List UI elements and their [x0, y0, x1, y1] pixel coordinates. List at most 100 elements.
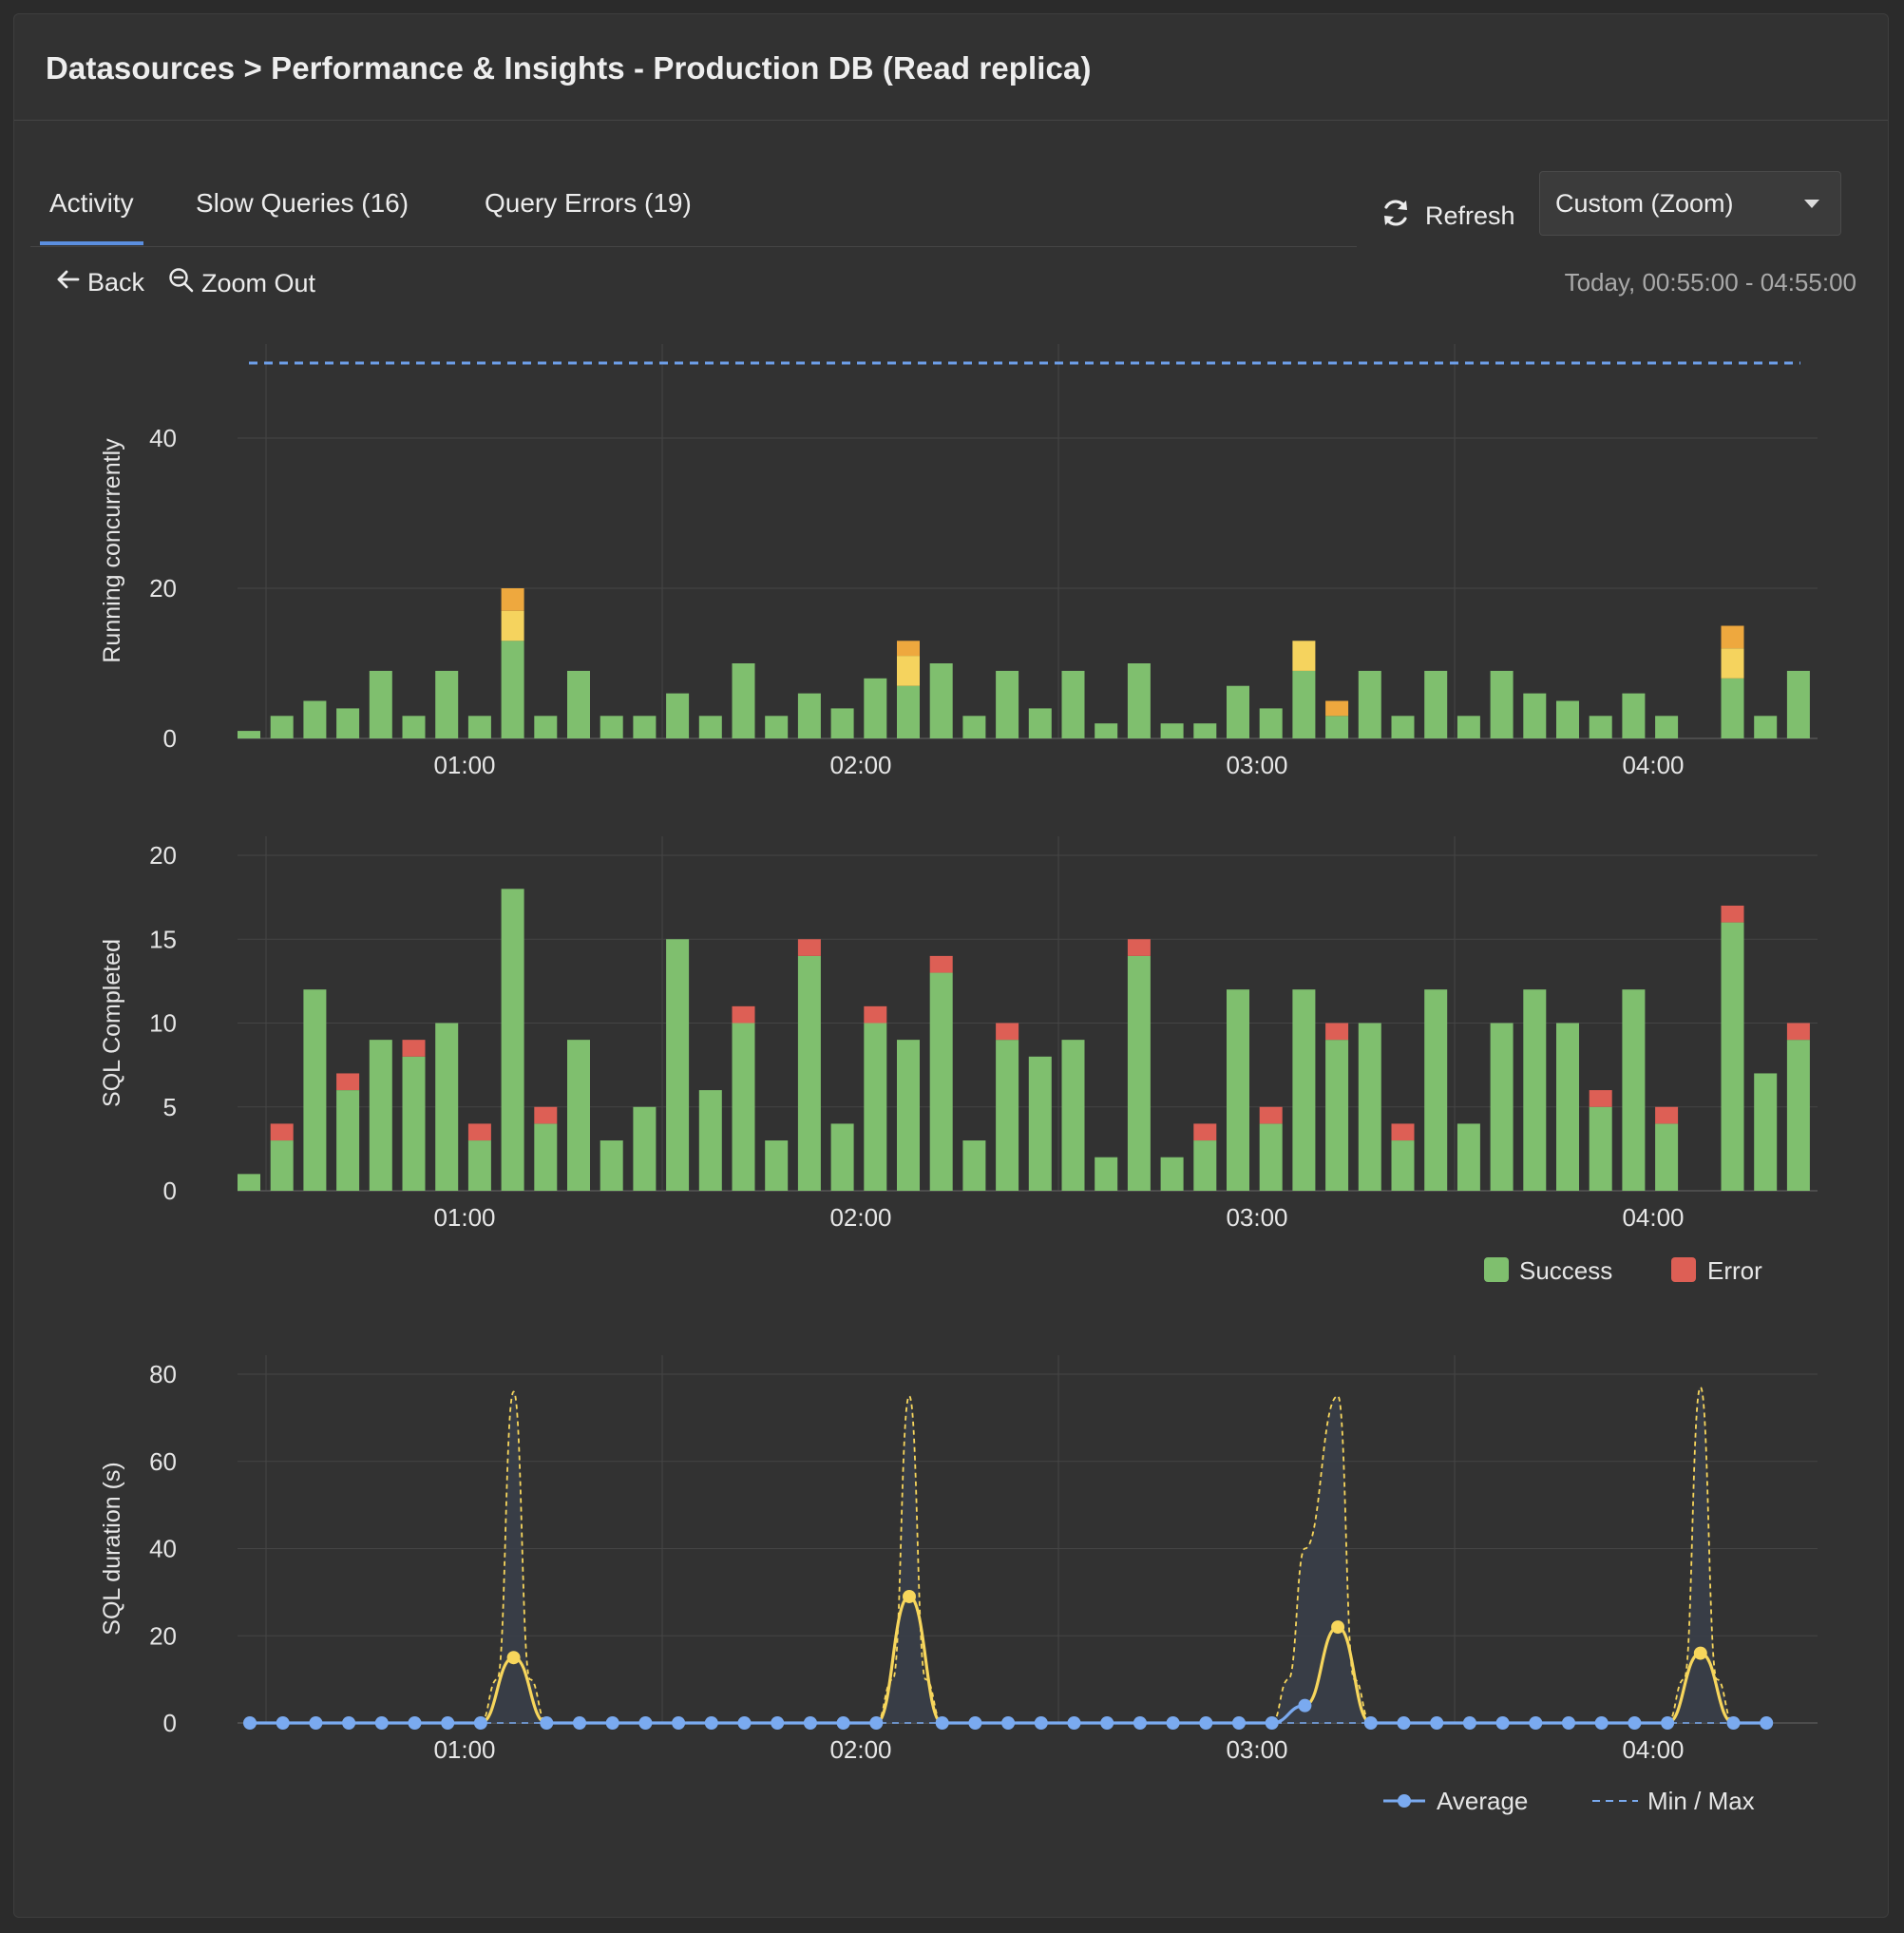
y-axis-label: SQL Completed [99, 939, 125, 1107]
average-point[interactable] [1628, 1716, 1642, 1730]
average-point[interactable] [1199, 1716, 1213, 1730]
bar-segment [369, 1040, 392, 1191]
sql-completed-chart: 0 5 10 15 20 01:00 02:00 03:00 04:00 SQL Complete… [99, 836, 1818, 1285]
y-tick-label: 80 [149, 1360, 177, 1388]
bar-segment [1292, 670, 1316, 738]
average-point[interactable] [1397, 1716, 1411, 1730]
bar-segment [1325, 1040, 1349, 1191]
average-point[interactable] [935, 1716, 949, 1730]
bar-segment [897, 1040, 920, 1191]
bar-segment [1622, 989, 1646, 1191]
average-point[interactable] [540, 1716, 554, 1730]
x-tick-label: 01:00 [433, 751, 495, 779]
bar-segment [1721, 922, 1744, 1191]
average-point[interactable] [1693, 1646, 1707, 1660]
bar-segment [996, 1023, 1019, 1041]
average-point[interactable] [1462, 1716, 1476, 1730]
average-point[interactable] [1331, 1620, 1345, 1635]
average-point[interactable] [1495, 1716, 1510, 1730]
average-point[interactable] [573, 1716, 586, 1730]
refresh-button[interactable]: Refresh [1380, 182, 1515, 249]
bar-segment [732, 1005, 755, 1024]
back-button[interactable]: Back [55, 266, 144, 299]
average-point[interactable] [473, 1716, 487, 1730]
bar-segment [1358, 1023, 1381, 1191]
average-point[interactable] [903, 1589, 916, 1603]
average-point[interactable] [672, 1716, 686, 1730]
time-range-select[interactable]: Custom (Zoom) [1539, 171, 1841, 236]
average-point[interactable] [1133, 1716, 1147, 1730]
bar-segment [1325, 716, 1349, 738]
average-point[interactable] [1760, 1716, 1774, 1730]
y-tick-label: 20 [149, 574, 177, 603]
average-point[interactable] [737, 1716, 752, 1730]
average-point[interactable] [1265, 1716, 1279, 1730]
average-point[interactable] [1067, 1716, 1081, 1730]
bar-segment [402, 716, 426, 738]
average-point[interactable] [243, 1716, 257, 1730]
bar-segment [1095, 723, 1118, 738]
bar-segment [1556, 700, 1579, 738]
average-point[interactable] [1034, 1716, 1048, 1730]
average-point[interactable] [605, 1716, 619, 1730]
bar-segment [1589, 1106, 1612, 1191]
average-point[interactable] [1594, 1716, 1609, 1730]
average-point[interactable] [869, 1716, 884, 1730]
tab-slow-queries[interactable]: Slow Queries (16) [196, 188, 409, 218]
bar-segment [666, 693, 690, 738]
sql-duration-legend: Average Min / Max [1383, 1787, 1755, 1815]
time-range-select-value: Custom (Zoom) [1555, 188, 1734, 218]
x-tick-label: 02:00 [829, 1203, 891, 1232]
average-point[interactable] [638, 1716, 653, 1730]
bar-segment [1424, 989, 1448, 1191]
average-point[interactable] [1100, 1716, 1114, 1730]
bar-segment [270, 716, 294, 738]
average-point[interactable] [408, 1716, 422, 1730]
x-tick-label: 01:00 [433, 1735, 495, 1764]
x-tick-label: 02:00 [829, 1735, 891, 1764]
bar-segment [765, 716, 789, 738]
average-point[interactable] [1529, 1716, 1543, 1730]
legend-swatch-success [1484, 1257, 1509, 1282]
tab-activity[interactable]: Activity [40, 188, 143, 245]
average-point[interactable] [968, 1716, 982, 1730]
average-point[interactable] [1363, 1716, 1378, 1730]
average-point[interactable] [1726, 1716, 1741, 1730]
tab-query-errors[interactable]: Query Errors (19) [485, 188, 692, 218]
average-point[interactable] [1232, 1716, 1246, 1730]
average-point[interactable] [1562, 1716, 1575, 1730]
average-point[interactable] [342, 1716, 356, 1730]
bar-segment [633, 716, 657, 738]
average-point[interactable] [1298, 1698, 1312, 1713]
average-point[interactable] [771, 1716, 785, 1730]
bar-segment [467, 716, 491, 738]
bar-segment [996, 1040, 1019, 1191]
x-tick-label: 02:00 [829, 751, 891, 779]
bar-segment [1523, 693, 1547, 738]
bar-segment [336, 1090, 360, 1191]
bar-segment [369, 670, 392, 738]
chevron-down-icon [1804, 200, 1819, 208]
bar-segment [897, 656, 920, 686]
zoom-out-button[interactable]: Zoom Out [167, 266, 315, 301]
average-point[interactable] [1166, 1716, 1180, 1730]
bar-segment [1127, 955, 1151, 1191]
average-point[interactable] [803, 1716, 817, 1730]
average-point[interactable] [1661, 1716, 1675, 1730]
average-point[interactable] [1430, 1716, 1444, 1730]
average-point[interactable] [506, 1651, 521, 1665]
bar-segment [1721, 905, 1744, 923]
average-point[interactable] [276, 1716, 290, 1730]
refresh-icon [1380, 197, 1412, 236]
average-point[interactable] [836, 1716, 850, 1730]
bar-segment [1457, 1123, 1480, 1191]
average-point[interactable] [309, 1716, 323, 1730]
average-point[interactable] [704, 1716, 718, 1730]
x-tick-label: 03:00 [1226, 751, 1287, 779]
average-point[interactable] [374, 1716, 389, 1730]
average-point[interactable] [441, 1716, 455, 1730]
tab-bar: Activity Slow Queries (16) Query Errors … [30, 171, 1357, 247]
bar-segment [864, 1023, 887, 1191]
average-point[interactable] [1001, 1716, 1016, 1730]
